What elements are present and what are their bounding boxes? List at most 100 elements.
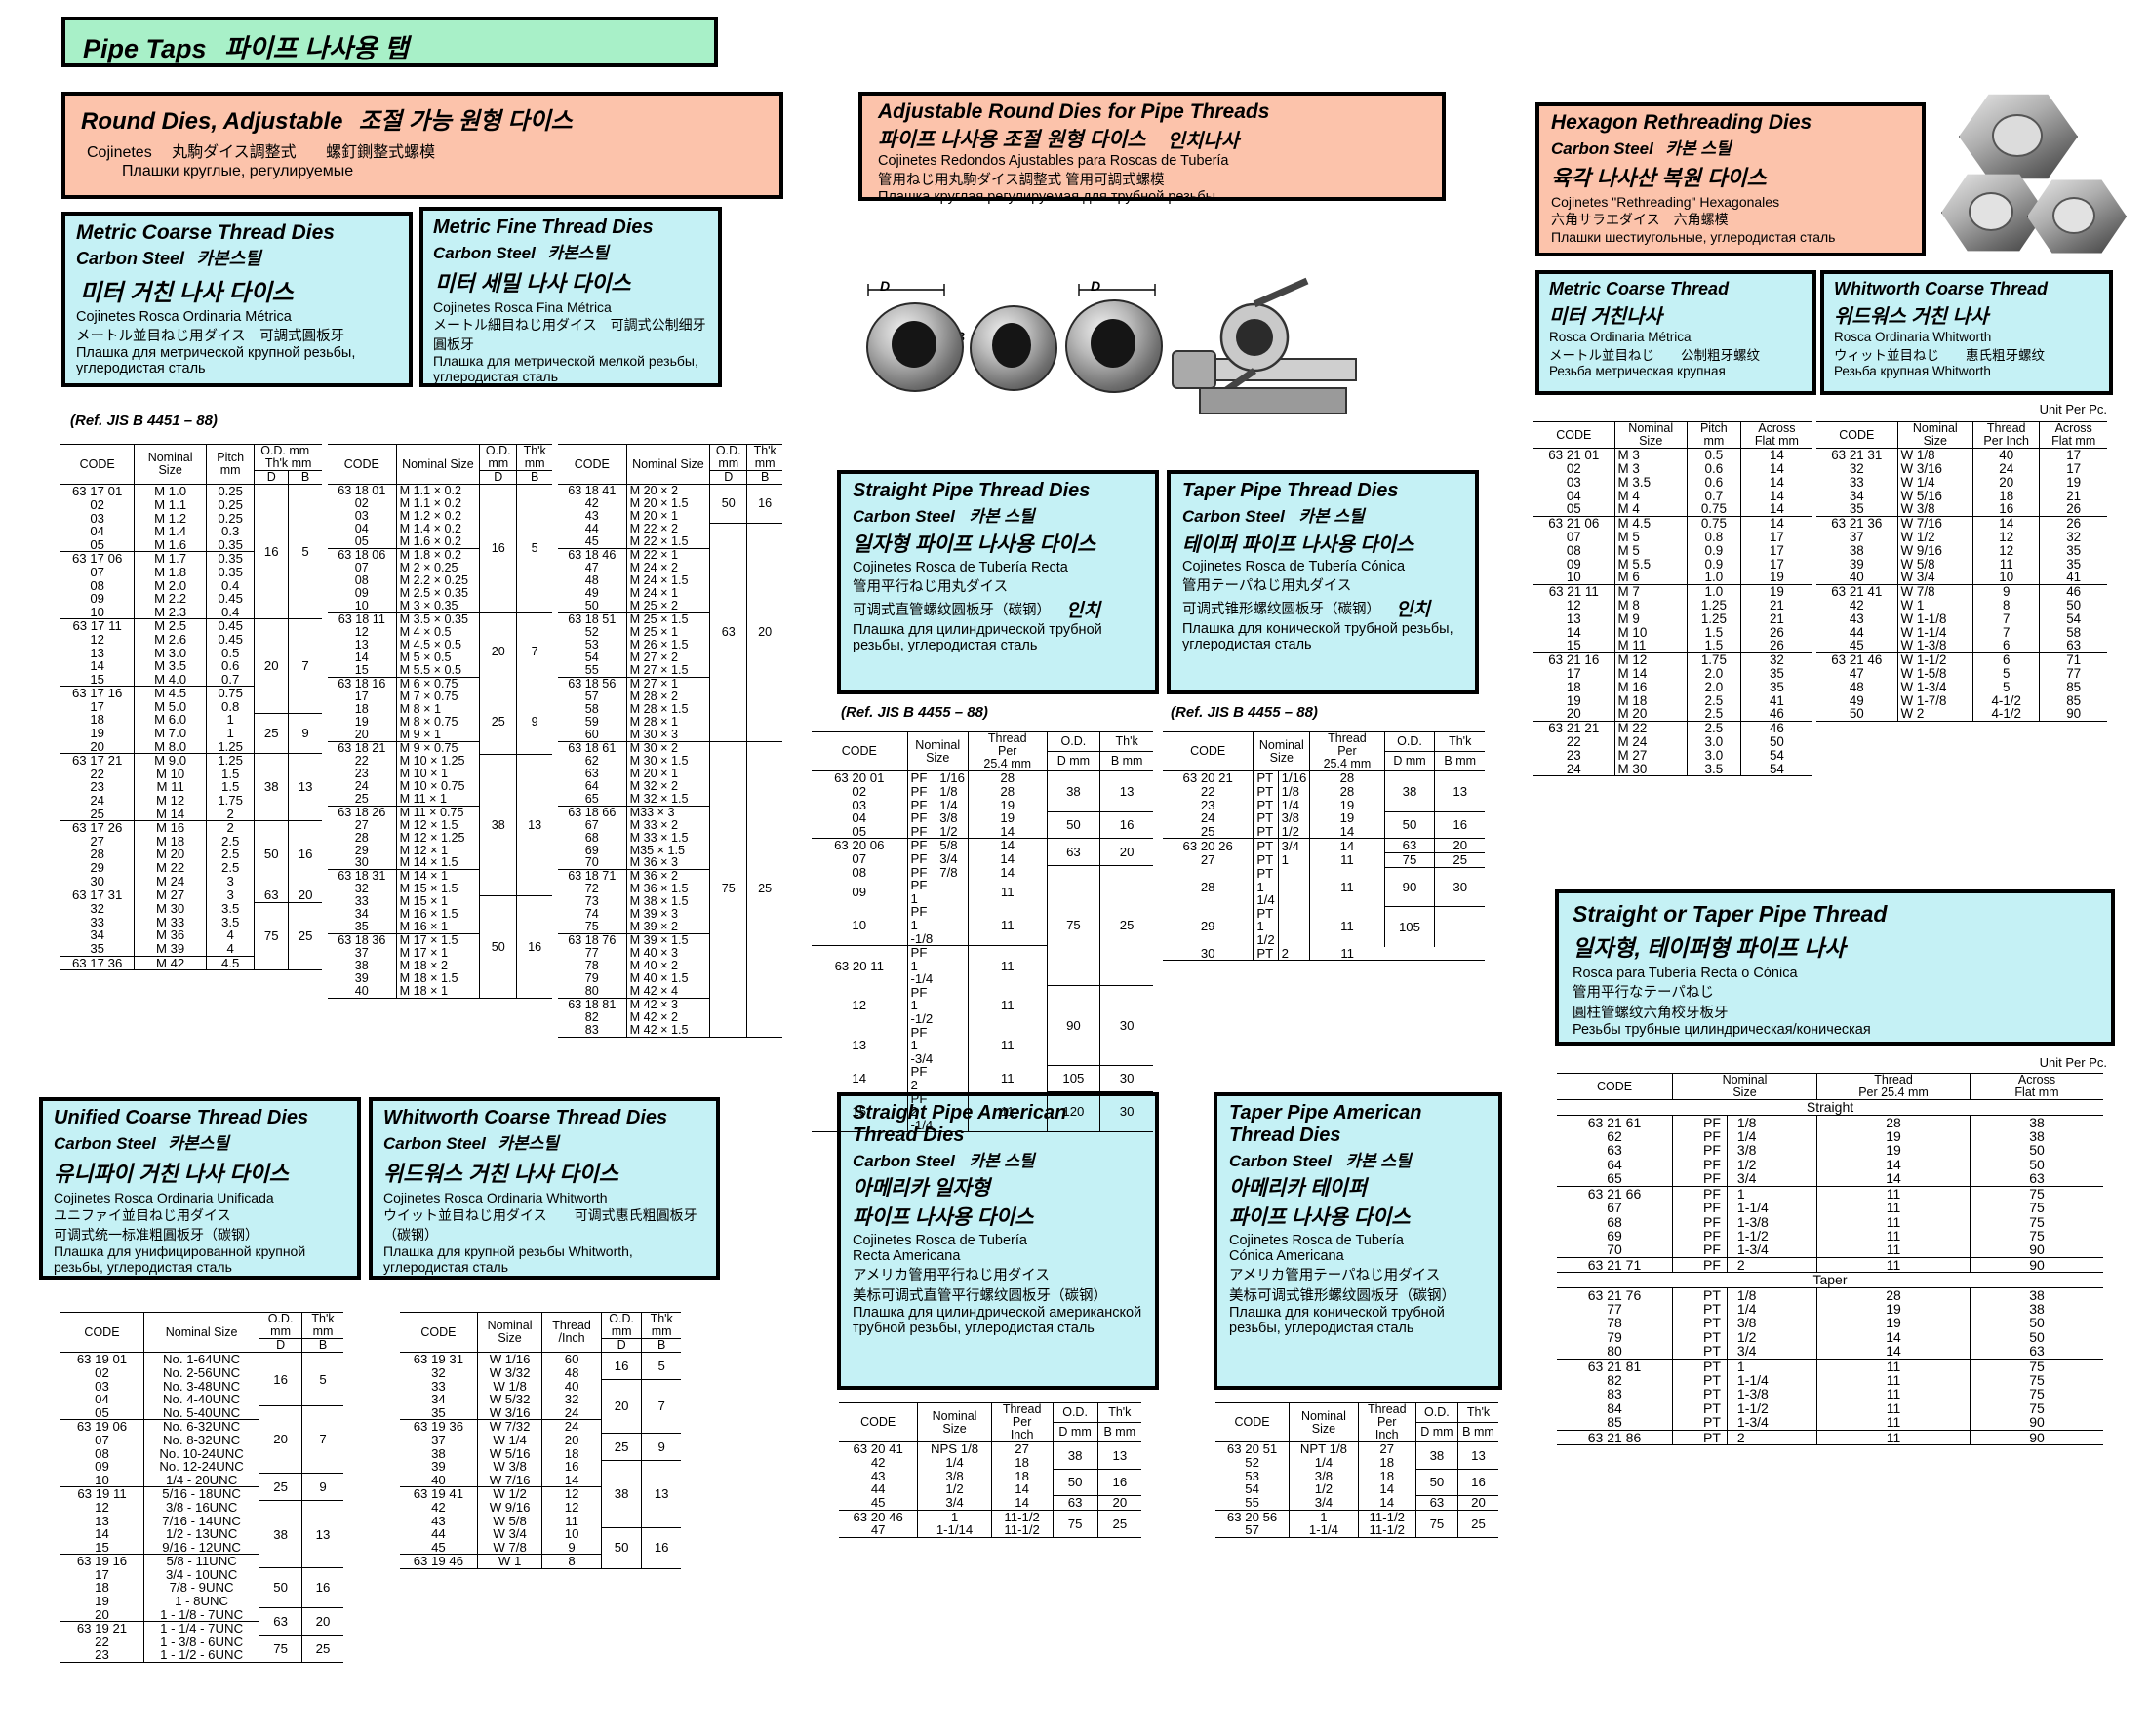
cell-value: 3/8 xyxy=(936,811,969,825)
th-nominal: Nominal Size xyxy=(625,444,710,486)
cell-value: 18 xyxy=(990,1469,1054,1483)
cell-value: M 12 × 1 xyxy=(395,844,480,857)
cell-prefix: PF xyxy=(1672,1256,1728,1273)
table-row: 63 17 11 M 2.5 0.45 20 7 xyxy=(60,618,322,714)
table-row: 63 21 81 PT 1 11 75 xyxy=(1557,1358,2103,1373)
cell-value: 1/4 - 20UNC xyxy=(142,1473,259,1487)
cell-value: M 18 xyxy=(1613,693,1688,708)
cell-code: 02 xyxy=(95,1364,109,1380)
cell-value: M 5.5 × 0.5 xyxy=(395,663,480,678)
cell-od: 20 xyxy=(600,1379,642,1434)
table-row: 18 M 16 2.0 35 xyxy=(1533,680,1812,694)
table-row: 10 PF 1 -1/8 11 xyxy=(812,905,1153,946)
hex-metric-coarse-caption: Metric Coarse Thread 미터 거친나사 Rosca Ordin… xyxy=(1535,270,1816,395)
cell-od: 75 xyxy=(259,1635,302,1663)
unified-carbon-en: Carbon Steel xyxy=(54,1134,156,1153)
ww-dies-title-ko: 위드워스 거친 나사 다이스 xyxy=(383,1162,618,1186)
table-row: 43 W 5/8 11 xyxy=(400,1514,681,1528)
table-row: 57 M 28 × 2 xyxy=(558,690,782,703)
cell-thk: 20 xyxy=(1096,1495,1141,1511)
cell-value: W 1-3/4 xyxy=(1896,680,1973,694)
table-row: 38 W 5/16 18 xyxy=(400,1446,681,1461)
cell-code: 25 xyxy=(354,791,369,806)
cell-value: W 1-1/8 xyxy=(1896,612,1973,626)
cell-code: 63 18 66 xyxy=(558,805,627,819)
cell-value: 40 xyxy=(1972,449,2040,463)
cell-od: 38 xyxy=(1414,1441,1458,1470)
cell-value: 1/16 xyxy=(936,770,969,785)
cell-code: 44 xyxy=(584,522,599,536)
cell-thk: 30 xyxy=(1099,985,1153,1066)
table-row: 25 M 14 2 xyxy=(60,807,322,821)
cell-value: 17 xyxy=(1739,544,1812,558)
cell-value: W 1-3/8 xyxy=(1896,639,1973,653)
cell-code: 29 xyxy=(354,843,369,857)
cell-value: 2 xyxy=(1277,946,1310,961)
cell-od: 90 xyxy=(1383,866,1435,907)
adjustable-badge-ko: 인치나사 xyxy=(1167,130,1240,152)
cell-value: W 1/4 xyxy=(1896,476,1973,490)
cell-value: M 7 × 0.75 xyxy=(395,690,480,703)
sa-ja: アメリカ管用平行ねじ用ダイス xyxy=(853,1268,1050,1283)
cell-value: M 6 xyxy=(1613,571,1688,585)
table-row: 63 18 61 M 30 × 2 75 25 xyxy=(558,740,782,1038)
table-row: 03 M 1.2 × 0.2 xyxy=(328,510,552,524)
cell-value: 77 xyxy=(2039,667,2107,681)
cell-value: W 3/4 xyxy=(1896,571,1973,585)
cell-value: 0.8 xyxy=(205,700,255,714)
table-row: 63 18 31 M 14 × 1 xyxy=(328,869,552,884)
cell-thread: 11 xyxy=(1816,1401,1971,1415)
cell-value: 0.6 xyxy=(205,659,255,673)
cell-value: PF xyxy=(906,811,936,825)
cell-value: 18 xyxy=(541,1446,602,1461)
cell-prefix: PF xyxy=(1672,1143,1728,1158)
cell-value: 1 - 1/8 - 7UNC xyxy=(142,1607,259,1622)
ww-dies-title-en: Whitworth Coarse Thread Dies xyxy=(383,1107,668,1128)
cell-od: 20 xyxy=(479,612,517,690)
ta-title-en-b: Thread Dies xyxy=(1229,1124,1341,1146)
cell-code: 68 xyxy=(1607,1213,1622,1230)
th-thread-inch: Thread/Inch xyxy=(541,1312,602,1354)
cell-thread: 11 xyxy=(1816,1256,1971,1273)
cell-value: M 1.8 xyxy=(134,566,207,579)
table-row: 28 PT 1-1/4 11 90 30 xyxy=(1163,866,1485,907)
th-thk: Th'k mm xyxy=(641,1312,681,1340)
cell-size: 2 xyxy=(1726,1256,1817,1273)
cell-code: 63 18 51 xyxy=(558,612,627,627)
cell-thk: 13 xyxy=(1456,1441,1498,1470)
table-row: 07 M 1.8 0.35 xyxy=(60,566,322,579)
cell-prefix: PT xyxy=(1672,1329,1728,1344)
table-row: 05 M 1.6 0.35 xyxy=(60,537,322,552)
th-B-mm: B mm xyxy=(1456,1422,1498,1443)
cell-code: 63 18 36 xyxy=(328,933,397,948)
cell-code: 72 xyxy=(584,882,599,896)
cell-value: M 3 xyxy=(1613,449,1688,463)
cell-code: 63 17 01 xyxy=(71,484,123,499)
cell-code: 04 xyxy=(1566,488,1581,503)
cell-value: M 20 × 1.5 xyxy=(625,497,710,511)
cell-thk: 16 xyxy=(288,820,322,888)
cell-thk: 25 xyxy=(1096,1509,1141,1538)
cell-code: 63 21 46 xyxy=(1816,652,1898,667)
table-row: 63 21 76 PT 1/8 28 38 xyxy=(1557,1287,2103,1302)
taper-pipe-ru: Плашка для конической трубной резьбы, уг… xyxy=(1182,621,1453,653)
unified-es: Cojinetes Rosca Ordinaria Unificada xyxy=(54,1190,274,1205)
cell-code: 67 xyxy=(1607,1200,1622,1216)
cell-value: 21 xyxy=(2039,489,2107,503)
cell-code: 52 xyxy=(584,625,599,640)
cell-value: M 15 × 1 xyxy=(395,895,480,909)
cell-code: 63 18 56 xyxy=(558,676,627,690)
table-row: 34 W 5/16 18 21 xyxy=(1816,489,2107,503)
table-row: 34 M 16 × 1.5 xyxy=(328,908,552,922)
cell-od: 38 xyxy=(479,754,517,896)
cell-code: 23 xyxy=(1566,747,1581,763)
cell-code: 30 xyxy=(90,873,104,888)
cell-code: 03 xyxy=(852,797,867,812)
cell-value: 11 xyxy=(967,879,1048,906)
cell-value: 26 xyxy=(1739,625,1812,640)
cell-value: 4-1/2 xyxy=(1972,707,2040,722)
table-row: 30 M 14 × 1.5 xyxy=(328,856,552,870)
cell-code: 28 xyxy=(354,830,369,845)
cell-across-flat: 90 xyxy=(1970,1243,2103,1258)
table-row: 63 20 46 1 11-1/2 75 25 xyxy=(839,1509,1141,1538)
